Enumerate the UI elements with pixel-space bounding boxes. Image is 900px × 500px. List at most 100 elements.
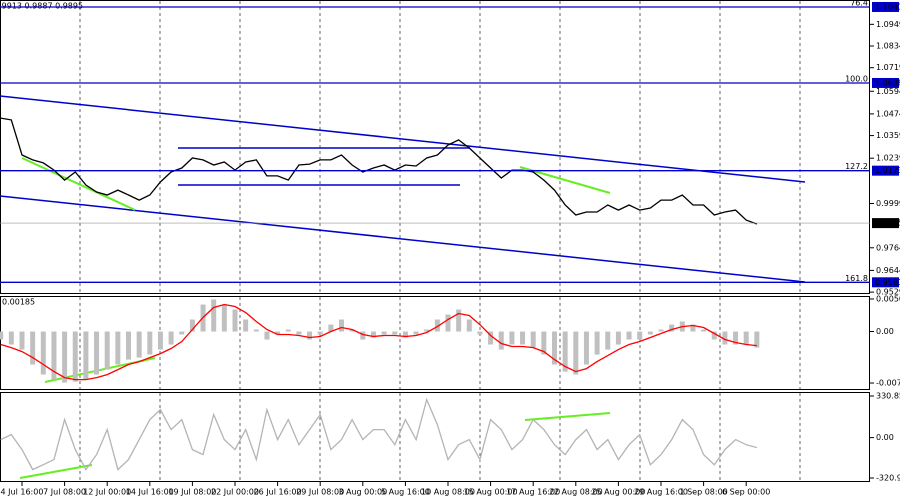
histogram-bar [701,329,707,332]
histogram-bar [179,331,185,335]
x-tick-label: 22 Jul 00:00 [211,488,259,497]
histogram-bar [157,331,163,350]
y-tick-label: -0.00797 [876,379,900,388]
histogram-bar [456,309,462,332]
x-tick-label: 14 Jul 16:00 [126,488,174,497]
histogram-bar [647,331,653,335]
histogram-bar [392,331,398,335]
histogram-bar [530,331,536,348]
level-ratio: 100.0 [845,74,868,83]
histogram-bar [562,331,568,372]
x-tick-label: 12 Jul 00:00 [83,488,131,497]
level-ratio: 76.4 [850,0,868,7]
histogram-bar [669,324,675,332]
histogram-bar [583,331,589,365]
histogram-bar [445,314,451,332]
histogram-bar [615,331,621,345]
x-tick-label: 7 Jul 08:00 [43,488,86,497]
y-tick-label: 0.00504 [876,294,900,303]
y-tick-label: 1.0359 [876,131,900,140]
price-line [0,117,758,225]
divergence-line [19,464,93,479]
y-tick-label: 0.00 [876,433,894,442]
level-box [872,77,899,88]
histogram-bar [94,331,100,375]
histogram-bar [189,319,195,332]
x-tick-label: 15 Aug 00:00 [464,488,518,497]
level-ratio: 127.2 [845,162,868,171]
histogram-bar [0,331,4,340]
x-tick-label: 29 Jul 08:00 [296,488,344,497]
y-tick-label: 1.0719 [876,63,900,72]
histogram-bar [424,329,430,332]
histogram-bar [743,331,749,345]
x-tick-label: 10 Aug 08:00 [421,488,475,497]
histogram-bar [19,331,25,350]
histogram-bar [711,331,717,340]
histogram-bar [253,329,259,332]
histogram-bar [307,331,313,340]
histogram-bar [552,331,557,365]
y-tick-label: 0.9764 [876,243,900,252]
level-box [872,1,899,12]
histogram-bar [339,319,344,332]
x-tick-label: 26 Jul 16:00 [254,488,302,497]
histogram-bar [136,331,142,358]
histogram-bar [605,331,611,350]
panel-frame [0,392,870,482]
x-tick-label: 22 Aug 08:00 [549,488,603,497]
y-tick-label: 1.0949 [876,20,900,29]
histogram-bar [626,331,632,340]
y-tick-label: 1.0239 [876,154,900,163]
level-ratio: 161.8 [845,274,868,283]
oscillator-line [0,397,758,471]
divergence-line [519,166,611,194]
histogram-bar [658,329,664,332]
histogram-bar [264,331,270,340]
histogram-bar [754,331,760,348]
y-tick-label: 0.00 [876,327,894,336]
histogram-bar [211,299,217,332]
histogram-bar [8,331,14,345]
histogram-bar [690,324,696,332]
histogram-bar [62,331,68,383]
histogram-bar [30,331,36,365]
channel-top [0,95,806,183]
histogram-bar [541,331,547,355]
divergence-line [524,412,611,421]
y-tick-label: 330.8524 [876,391,900,400]
level-label: 1.0173 [875,166,900,175]
histogram-bar [733,331,739,345]
y-tick-label: 1.0594 [876,87,900,96]
histogram-bar [637,331,643,340]
x-tick-label: 19 Jul 08:00 [168,488,216,497]
histogram-bar [168,331,174,345]
histogram-bar [477,331,483,335]
signal-line [0,303,757,381]
x-tick-label: 25 Aug 00:00 [591,488,645,497]
histogram-bar [498,331,504,350]
histogram-bar [328,324,334,332]
panel-frame [0,296,870,390]
histogram-bar [51,331,57,380]
level-box [872,277,899,288]
histogram-bar [520,331,526,345]
y-tick-label: -320.9865 [876,473,900,482]
histogram-bar [349,329,355,332]
histogram-bar [434,319,440,332]
histogram-bar [83,331,89,380]
histogram-bar [509,331,515,345]
panel-header: 0.00185 [2,298,35,307]
histogram-bar [722,331,728,345]
x-tick-label: 5 Aug 16:00 [381,488,430,497]
histogram-bar [413,331,419,335]
histogram-bar [594,331,600,355]
x-tick-label: 6 Sep 00:00 [722,488,770,497]
y-tick-label: 0.9529 [876,288,900,297]
x-tick-label: 29 Aug 16:00 [634,488,688,497]
histogram-bar [40,331,46,375]
histogram-bar [317,331,323,335]
histogram-bar [104,331,110,370]
